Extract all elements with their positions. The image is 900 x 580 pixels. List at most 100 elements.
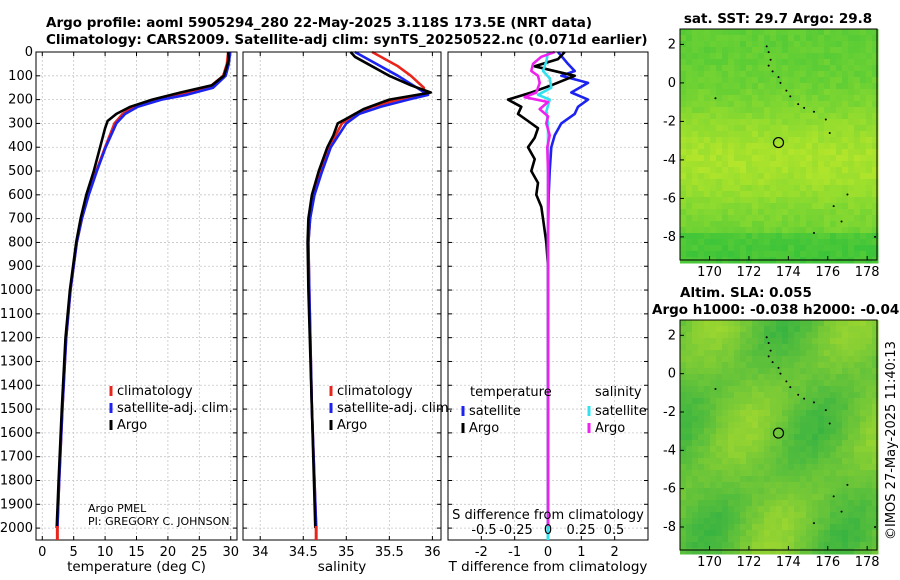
map-cell: [740, 107, 747, 114]
map-cell: [782, 245, 789, 252]
map-cell: [686, 35, 693, 42]
map-cell: [782, 464, 789, 471]
map-cell: [872, 227, 879, 234]
map-cell: [866, 179, 873, 186]
map-cell: [866, 374, 873, 381]
map-cell: [872, 215, 879, 222]
map-cell: [860, 380, 867, 387]
map-cell: [746, 524, 753, 531]
map-cell: [806, 536, 813, 543]
map-cell: [692, 506, 699, 513]
map-cell: [800, 452, 807, 459]
map-cell: [704, 125, 711, 132]
map-cell: [764, 71, 771, 78]
map-cell: [830, 482, 837, 489]
map-cell: [698, 542, 705, 549]
map-cell: [716, 95, 723, 102]
map-cell: [740, 53, 747, 60]
map-cell: [734, 482, 741, 489]
map-cell: [866, 344, 873, 351]
map-cell: [836, 488, 843, 495]
map-cell: [746, 386, 753, 393]
map-cell: [848, 197, 855, 204]
map-cell: [698, 368, 705, 375]
map-cell: [680, 392, 687, 399]
map-cell: [698, 221, 705, 228]
map-cell: [698, 512, 705, 519]
map-cell: [776, 155, 783, 162]
map-cell: [716, 77, 723, 84]
map-cell: [854, 482, 861, 489]
map-cell: [728, 350, 735, 357]
map-cell: [740, 404, 747, 411]
map-cell: [716, 185, 723, 192]
y-tick-label: 1700: [0, 450, 33, 465]
map-cell: [842, 161, 849, 168]
map-cell: [710, 320, 717, 327]
map-cell: [722, 173, 729, 180]
map-cell: [752, 221, 759, 228]
map-cell: [782, 125, 789, 132]
map-cell: [734, 404, 741, 411]
map-cell: [692, 179, 699, 186]
map-cell: [716, 59, 723, 66]
map-cell: [836, 404, 843, 411]
map-cell: [764, 65, 771, 72]
map-cell: [872, 548, 879, 555]
map-cell: [710, 518, 717, 525]
map-cell: [722, 125, 729, 132]
map-cell: [740, 143, 747, 150]
map-cell: [860, 542, 867, 549]
map-cell: [752, 209, 759, 216]
map-cell: [740, 512, 747, 519]
map-cell: [758, 332, 765, 339]
map-cell: [728, 374, 735, 381]
map-cell: [776, 149, 783, 156]
map-cell: [776, 107, 783, 114]
map-cell: [812, 35, 819, 42]
map-cell: [680, 434, 687, 441]
map-cell: [806, 422, 813, 429]
map-cell: [752, 386, 759, 393]
map-cell: [830, 233, 837, 240]
map-cell: [764, 434, 771, 441]
map-cell: [716, 470, 723, 477]
map-cell: [806, 428, 813, 435]
map-cell: [800, 482, 807, 489]
map-cell: [842, 41, 849, 48]
map-cell: [782, 131, 789, 138]
map-cell: [794, 89, 801, 96]
x-tick-label: 0: [38, 545, 46, 560]
map-cell: [794, 29, 801, 36]
map-cell: [788, 35, 795, 42]
map-cell: [734, 362, 741, 369]
map-cell: [728, 398, 735, 405]
map-cell: [776, 458, 783, 465]
map-cell: [818, 536, 825, 543]
map-cell: [794, 137, 801, 144]
map-cell: [770, 368, 777, 375]
map-cell: [788, 251, 795, 258]
map-cell: [818, 119, 825, 126]
map-cell: [812, 149, 819, 156]
map-cell: [854, 356, 861, 363]
map-cell: [824, 215, 831, 222]
map-cell: [704, 338, 711, 345]
x-tick-label: 10: [97, 545, 114, 560]
map-cell: [680, 251, 687, 258]
map-cell: [746, 428, 753, 435]
map-cell: [812, 203, 819, 210]
map-cell: [734, 398, 741, 405]
map-cell: [752, 215, 759, 222]
map-cell: [800, 191, 807, 198]
map-cell: [722, 197, 729, 204]
map-cell: [788, 245, 795, 252]
map-cell: [692, 149, 699, 156]
map-cell: [770, 548, 777, 555]
map-cell: [764, 470, 771, 477]
map-cell: [740, 167, 747, 174]
map-cell: [794, 179, 801, 186]
map-cell: [860, 404, 867, 411]
island-dot: [828, 131, 831, 134]
map-cell: [836, 251, 843, 258]
